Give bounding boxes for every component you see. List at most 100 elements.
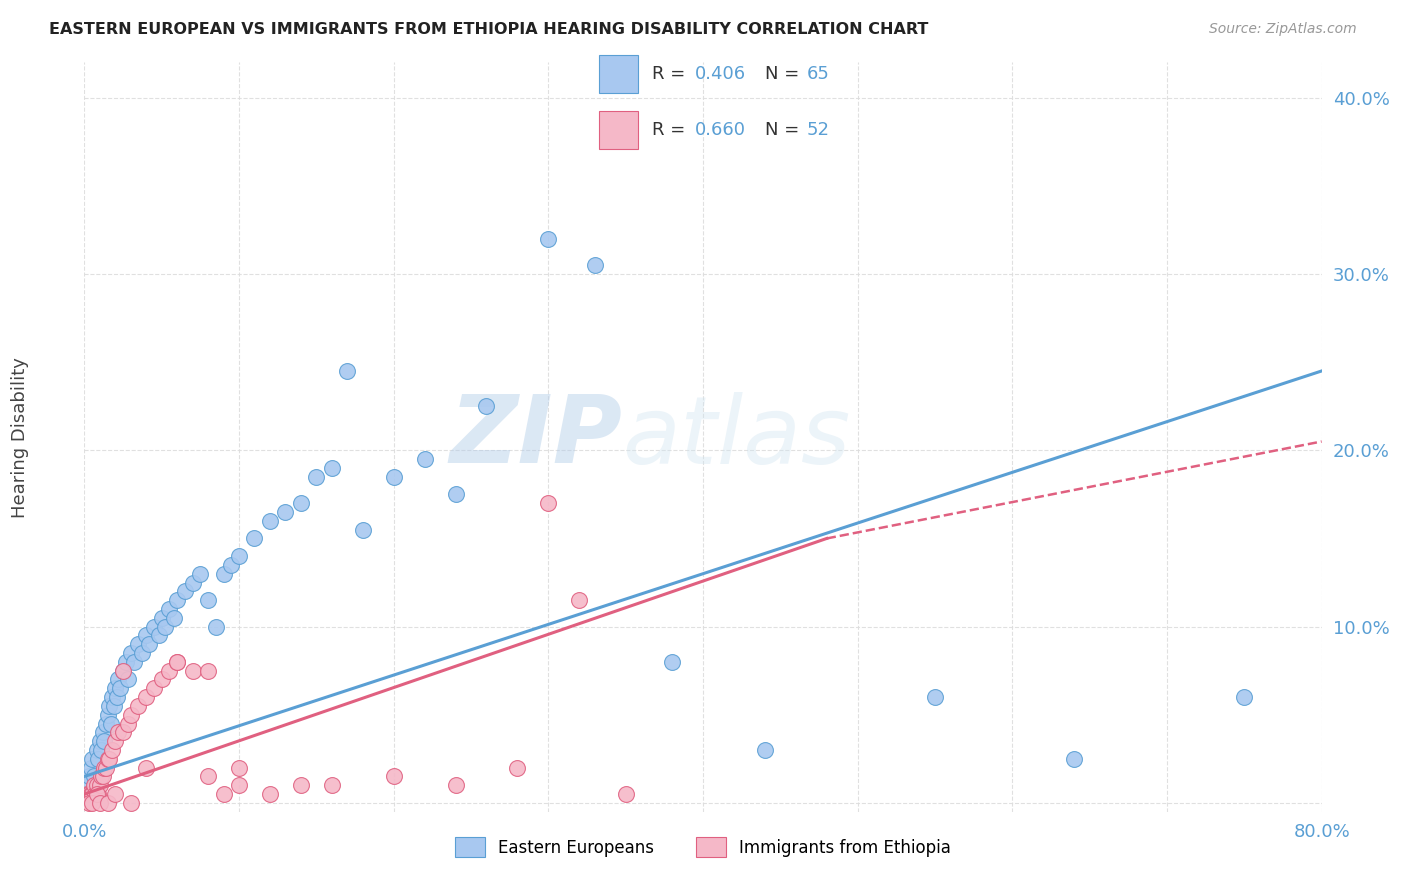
Point bbox=[93, 761, 115, 775]
Point bbox=[120, 707, 142, 722]
Point bbox=[101, 743, 124, 757]
Point bbox=[89, 734, 111, 748]
Point bbox=[614, 787, 637, 801]
Point bbox=[259, 514, 281, 528]
Point bbox=[148, 628, 170, 642]
Point bbox=[290, 778, 312, 792]
Point bbox=[96, 707, 118, 722]
Point bbox=[83, 778, 105, 792]
Point bbox=[104, 787, 127, 801]
Point bbox=[96, 796, 118, 810]
Point bbox=[1233, 690, 1256, 705]
Point bbox=[112, 725, 135, 739]
Point bbox=[219, 558, 242, 572]
Point bbox=[188, 566, 211, 581]
Point bbox=[274, 505, 297, 519]
Point bbox=[108, 681, 131, 696]
Point bbox=[143, 619, 166, 633]
Point bbox=[135, 761, 157, 775]
Point bbox=[77, 796, 100, 810]
Text: atlas: atlas bbox=[623, 392, 851, 483]
Text: EASTERN EUROPEAN VS IMMIGRANTS FROM ETHIOPIA HEARING DISABILITY CORRELATION CHAR: EASTERN EUROPEAN VS IMMIGRANTS FROM ETHI… bbox=[49, 22, 928, 37]
Point bbox=[104, 681, 127, 696]
Point bbox=[290, 496, 312, 510]
Point bbox=[82, 787, 104, 801]
Point bbox=[197, 769, 219, 783]
Point bbox=[101, 690, 124, 705]
Point bbox=[120, 646, 142, 660]
Point bbox=[382, 769, 405, 783]
Point bbox=[93, 734, 115, 748]
Point bbox=[84, 787, 107, 801]
Point bbox=[174, 584, 197, 599]
Point bbox=[444, 487, 467, 501]
Point bbox=[120, 796, 142, 810]
Point bbox=[115, 655, 138, 669]
Point bbox=[117, 673, 139, 687]
Point bbox=[181, 664, 204, 678]
Point bbox=[305, 469, 328, 483]
Point bbox=[228, 761, 250, 775]
Point bbox=[336, 364, 359, 378]
Point bbox=[352, 523, 374, 537]
Point bbox=[159, 602, 180, 616]
Point bbox=[661, 655, 683, 669]
Point bbox=[82, 752, 104, 766]
Point bbox=[537, 232, 560, 246]
Point bbox=[259, 787, 281, 801]
Point bbox=[127, 637, 149, 651]
Text: 0.406: 0.406 bbox=[695, 65, 745, 83]
Point bbox=[382, 469, 405, 483]
Point bbox=[104, 734, 127, 748]
Point bbox=[117, 716, 139, 731]
Text: Source: ZipAtlas.com: Source: ZipAtlas.com bbox=[1209, 22, 1357, 37]
Text: 52: 52 bbox=[807, 120, 830, 139]
Point bbox=[444, 778, 467, 792]
Point bbox=[163, 611, 186, 625]
Point bbox=[83, 769, 105, 783]
Point bbox=[159, 664, 180, 678]
Point bbox=[143, 681, 166, 696]
Point bbox=[537, 496, 560, 510]
Point bbox=[122, 655, 145, 669]
Point bbox=[131, 646, 153, 660]
Point bbox=[89, 796, 111, 810]
Point bbox=[82, 796, 104, 810]
Point bbox=[924, 690, 946, 705]
Point bbox=[228, 778, 250, 792]
Y-axis label: Hearing Disability: Hearing Disability bbox=[11, 357, 28, 517]
Point bbox=[243, 532, 266, 546]
Point bbox=[100, 716, 122, 731]
Point bbox=[94, 716, 117, 731]
Text: N =: N = bbox=[765, 65, 804, 83]
Point bbox=[506, 761, 529, 775]
Point bbox=[89, 778, 111, 792]
Point bbox=[127, 698, 149, 713]
Point bbox=[90, 769, 112, 783]
Point bbox=[205, 619, 228, 633]
Point bbox=[96, 752, 118, 766]
Point bbox=[583, 258, 606, 272]
Point bbox=[321, 461, 343, 475]
Point bbox=[413, 452, 436, 467]
Point bbox=[94, 761, 117, 775]
Point bbox=[321, 778, 343, 792]
Point bbox=[79, 761, 101, 775]
Point bbox=[1063, 752, 1085, 766]
Point bbox=[212, 787, 235, 801]
Point bbox=[84, 778, 107, 792]
Point bbox=[135, 690, 157, 705]
Text: R =: R = bbox=[652, 65, 692, 83]
Point bbox=[568, 593, 591, 607]
Point bbox=[153, 619, 176, 633]
Point bbox=[103, 698, 125, 713]
Text: N =: N = bbox=[765, 120, 804, 139]
Point bbox=[76, 787, 98, 801]
Legend: Eastern Europeans, Immigrants from Ethiopia: Eastern Europeans, Immigrants from Ethio… bbox=[449, 830, 957, 863]
Point bbox=[166, 655, 188, 669]
Point bbox=[197, 593, 219, 607]
Point bbox=[91, 725, 114, 739]
Point bbox=[166, 593, 188, 607]
Point bbox=[87, 787, 110, 801]
Point bbox=[135, 628, 157, 642]
